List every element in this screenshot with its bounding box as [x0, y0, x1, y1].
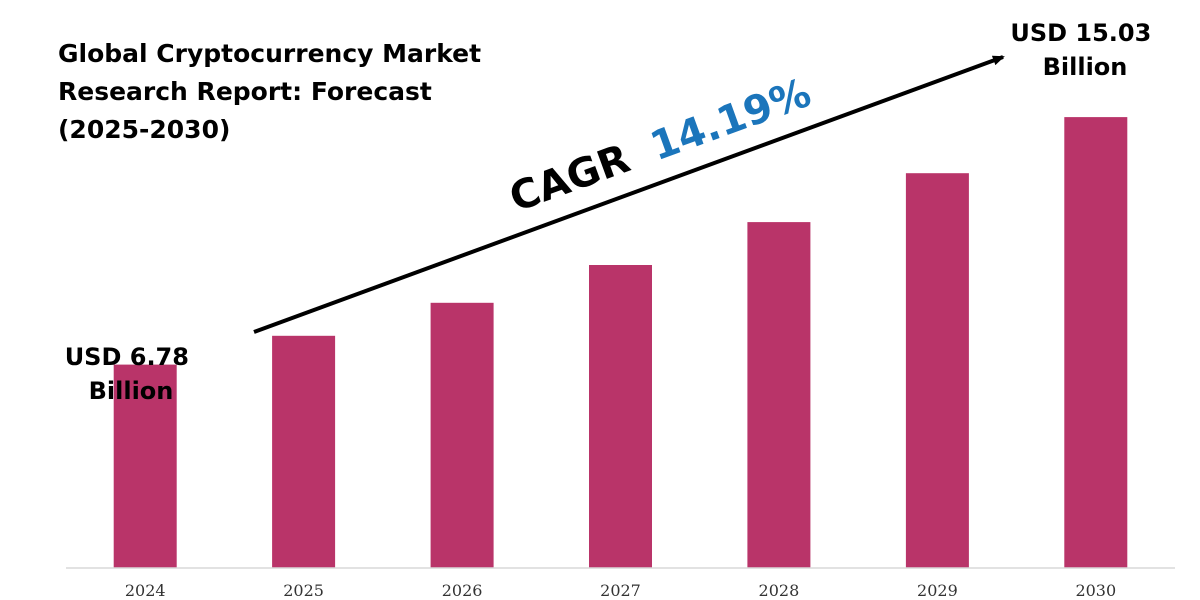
bar-2026 — [430, 302, 494, 568]
bar-2024 — [113, 364, 177, 568]
bar-2025 — [272, 335, 336, 568]
x-tick-label-2025: 2025 — [283, 581, 324, 600]
end-value-line-2: Billion — [1043, 53, 1128, 81]
x-tick-label-2024: 2024 — [125, 581, 166, 600]
x-tick-label-2028: 2028 — [759, 581, 800, 600]
bar-2030 — [1064, 117, 1128, 568]
bar-series — [113, 117, 1128, 568]
cagr-label: CAGR 14.19% — [504, 70, 817, 221]
chart-title: Global Cryptocurrency Market Research Re… — [58, 39, 490, 144]
chart-title-line-1: Global Cryptocurrency Market — [58, 39, 481, 68]
start-value-line-1: USD 6.78 — [65, 343, 189, 371]
chart-title-line-3: (2025-2030) — [58, 115, 230, 144]
x-tick-label-2029: 2029 — [917, 581, 958, 600]
bar-2028 — [747, 222, 811, 568]
end-value-line-1: USD 15.03 — [1010, 19, 1151, 47]
cagr-prefix: CAGR — [504, 136, 636, 222]
start-value-label: USD 6.78 Billion — [65, 343, 198, 405]
x-axis-tick-labels: 2024 2025 2026 2027 2028 2029 2030 — [125, 581, 1116, 600]
chart-title-line-2: Research Report: Forecast — [58, 77, 432, 106]
growth-arrow — [253, 55, 1005, 334]
x-tick-label-2030: 2030 — [1075, 581, 1116, 600]
start-value-line-2: Billion — [89, 377, 174, 405]
x-tick-label-2026: 2026 — [442, 581, 483, 600]
bar-2029 — [905, 173, 969, 568]
x-tick-label-2027: 2027 — [600, 581, 641, 600]
bar-2027 — [589, 265, 652, 568]
end-value-label: USD 15.03 Billion — [1010, 19, 1159, 81]
